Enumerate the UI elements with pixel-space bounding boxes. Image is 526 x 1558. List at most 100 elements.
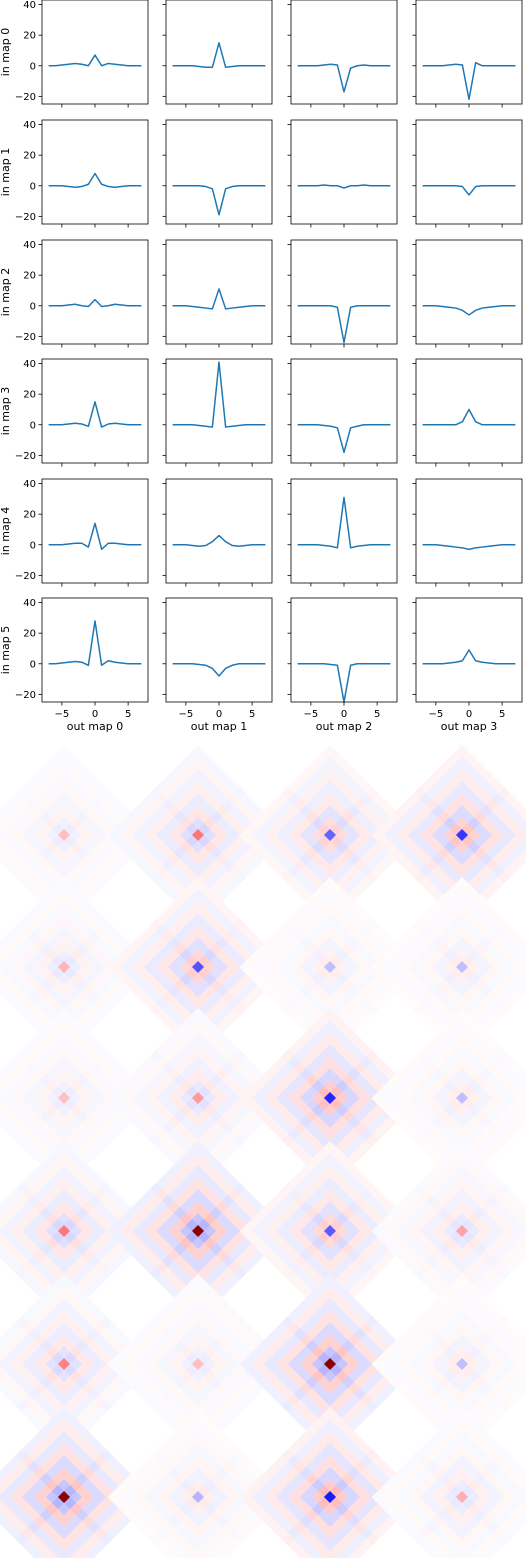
line-panel-2-2 [287, 239, 398, 348]
y-tick-label: −20 [15, 690, 36, 701]
panel-frame [415, 478, 523, 584]
line-panel-1-3 [412, 119, 523, 228]
line-panel-4-0: −20 0 20 40 in map 4 [0, 478, 149, 587]
panel-frame [290, 0, 398, 105]
panel-frame [165, 239, 273, 345]
line-panel-2-0: −20 0 20 40 in map 2 [0, 239, 149, 348]
series-line [48, 298, 142, 308]
line-panel-2-3 [412, 239, 523, 348]
y-tick-label: 40 [23, 120, 36, 131]
panel-frame [290, 239, 398, 345]
line-panel-4-3 [412, 478, 523, 587]
series-line [48, 401, 142, 428]
series-line [172, 663, 266, 677]
series-line [48, 54, 142, 67]
y-tick-label: −20 [15, 332, 36, 343]
y-tick-label: 0 [30, 181, 36, 192]
line-plot-grid: −20 0 20 40 in map 0 −20 0 20 40 in map 1 −20 0 20 40… [0, 0, 523, 733]
x-tick-label: 0 [92, 709, 98, 720]
line-panel-0-3 [412, 0, 523, 108]
x-tick-label: 5 [249, 709, 255, 720]
y-tick-label: 40 [23, 479, 36, 490]
x-tick-label: −5 [304, 709, 319, 720]
x-tick-label: −5 [429, 709, 444, 720]
y-tick-label: 20 [23, 510, 36, 521]
row-label: in map 4 [0, 507, 12, 555]
row-label: in map 3 [0, 387, 12, 435]
series-line [422, 649, 516, 665]
y-tick-label: 20 [23, 31, 36, 42]
row-label: in map 2 [0, 268, 12, 316]
y-tick-label: 40 [23, 359, 36, 370]
series-line [422, 408, 516, 426]
series-line [297, 305, 391, 344]
y-tick-label: 20 [23, 629, 36, 640]
x-tick-label: 5 [125, 709, 131, 720]
x-tick-label: −5 [55, 709, 70, 720]
series-line [422, 544, 516, 551]
line-panel-3-2 [287, 358, 398, 467]
x-tick-label: 0 [216, 709, 222, 720]
panel-frame [290, 478, 398, 584]
panel-frame [165, 358, 273, 464]
y-tick-label: −20 [15, 212, 36, 223]
y-tick-label: 20 [23, 151, 36, 162]
y-tick-label: −20 [15, 92, 36, 103]
series-line [172, 185, 266, 216]
x-tick-label: 5 [499, 709, 505, 720]
y-tick-label: 40 [23, 240, 36, 251]
panel-frame [415, 0, 523, 105]
col-label: out map 0 [67, 720, 123, 733]
row-label: in map 0 [0, 28, 12, 76]
panel-frame [290, 358, 398, 464]
series-line [48, 522, 142, 551]
x-tick-label: 5 [374, 709, 380, 720]
line-panel-0-2 [287, 0, 398, 108]
panel-frame [41, 119, 149, 225]
series-line [172, 288, 266, 310]
line-panel-2-1 [162, 239, 273, 348]
line-panel-1-0: −20 0 20 40 in map 1 [0, 119, 149, 228]
series-line [422, 305, 516, 316]
series-line [297, 663, 391, 703]
line-panel-4-2 [287, 478, 398, 587]
series-line [48, 172, 142, 189]
line-panel-3-3 [412, 358, 523, 467]
series-line [172, 534, 266, 548]
line-panel-1-2 [287, 119, 398, 228]
x-tick-label: −5 [179, 709, 194, 720]
y-tick-label: 0 [30, 301, 36, 312]
x-tick-label: 0 [341, 709, 347, 720]
series-line [172, 42, 266, 69]
line-panel-4-1 [162, 478, 273, 587]
panel-frame [41, 239, 149, 345]
panel-frame [165, 597, 273, 703]
y-tick-label: 0 [30, 540, 36, 551]
series-line [297, 184, 391, 189]
y-tick-label: 20 [23, 390, 36, 401]
y-tick-label: 0 [30, 61, 36, 72]
panel-frame [41, 597, 149, 703]
y-tick-label: 20 [23, 271, 36, 282]
y-tick-label: −20 [15, 571, 36, 582]
line-panel-0-0: −20 0 20 40 in map 0 [0, 0, 149, 108]
series-line [297, 424, 391, 454]
series-line [297, 496, 391, 549]
panel-frame [41, 0, 149, 105]
col-label: out map 1 [191, 720, 247, 733]
row-label: in map 1 [0, 148, 12, 196]
series-line [297, 63, 391, 93]
heatmap-panel-0-1 [107, 744, 289, 926]
y-tick-label: 0 [30, 659, 36, 670]
panel-frame [290, 119, 398, 225]
series-line [422, 185, 516, 196]
y-tick-label: 40 [23, 0, 36, 11]
panel-frame [290, 597, 398, 703]
series-line [172, 361, 266, 428]
